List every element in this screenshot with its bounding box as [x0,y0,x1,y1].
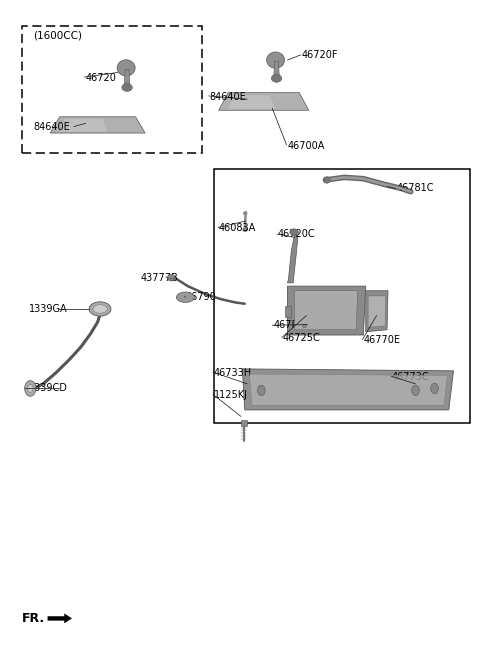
Text: 46083A: 46083A [219,223,256,233]
Ellipse shape [89,302,111,316]
Polygon shape [242,369,454,410]
Bar [214,169,470,423]
Text: 467P6: 467P6 [273,320,304,330]
Polygon shape [368,296,385,327]
Text: 46720F: 46720F [301,50,338,60]
Polygon shape [48,614,72,623]
Ellipse shape [122,83,132,91]
Ellipse shape [93,305,107,313]
Text: 1125KJ: 1125KJ [214,390,248,400]
Polygon shape [285,306,291,317]
Bar [241,420,247,426]
Polygon shape [124,69,130,86]
Ellipse shape [177,292,194,302]
Text: 46733H: 46733H [214,368,252,378]
Text: (1600CC): (1600CC) [34,30,83,40]
Ellipse shape [117,60,135,76]
Polygon shape [288,286,366,335]
Ellipse shape [168,275,175,281]
Text: 46720C: 46720C [278,229,315,239]
Text: 46700A: 46700A [288,141,325,151]
Ellipse shape [324,177,330,183]
Polygon shape [274,61,279,78]
Text: 1339GA: 1339GA [29,304,68,314]
Circle shape [258,385,265,396]
Text: 46781C: 46781C [396,183,434,193]
Ellipse shape [271,74,282,82]
Text: 1339CD: 1339CD [29,384,68,394]
Ellipse shape [290,229,299,235]
Circle shape [412,385,420,396]
Text: 46790: 46790 [185,292,216,302]
Circle shape [24,380,36,396]
Text: 43777B: 43777B [140,273,178,283]
Ellipse shape [243,227,248,231]
Polygon shape [250,374,447,405]
Polygon shape [288,232,298,283]
Polygon shape [366,290,388,332]
Text: 84640E: 84640E [209,92,246,102]
Text: 84640E: 84640E [34,122,71,131]
Bar [22,26,202,152]
Ellipse shape [302,325,306,328]
Text: 46725C: 46725C [283,333,321,343]
Text: 46770E: 46770E [363,335,400,345]
Ellipse shape [266,52,285,68]
Circle shape [431,383,438,394]
Polygon shape [219,93,309,110]
Polygon shape [60,119,107,132]
Text: 46720: 46720 [86,73,117,83]
Text: 46773C: 46773C [392,373,430,382]
Ellipse shape [243,212,247,215]
Polygon shape [295,290,358,330]
Polygon shape [228,95,276,109]
Circle shape [27,384,33,392]
Polygon shape [50,117,145,133]
Text: FR.: FR. [22,612,45,625]
